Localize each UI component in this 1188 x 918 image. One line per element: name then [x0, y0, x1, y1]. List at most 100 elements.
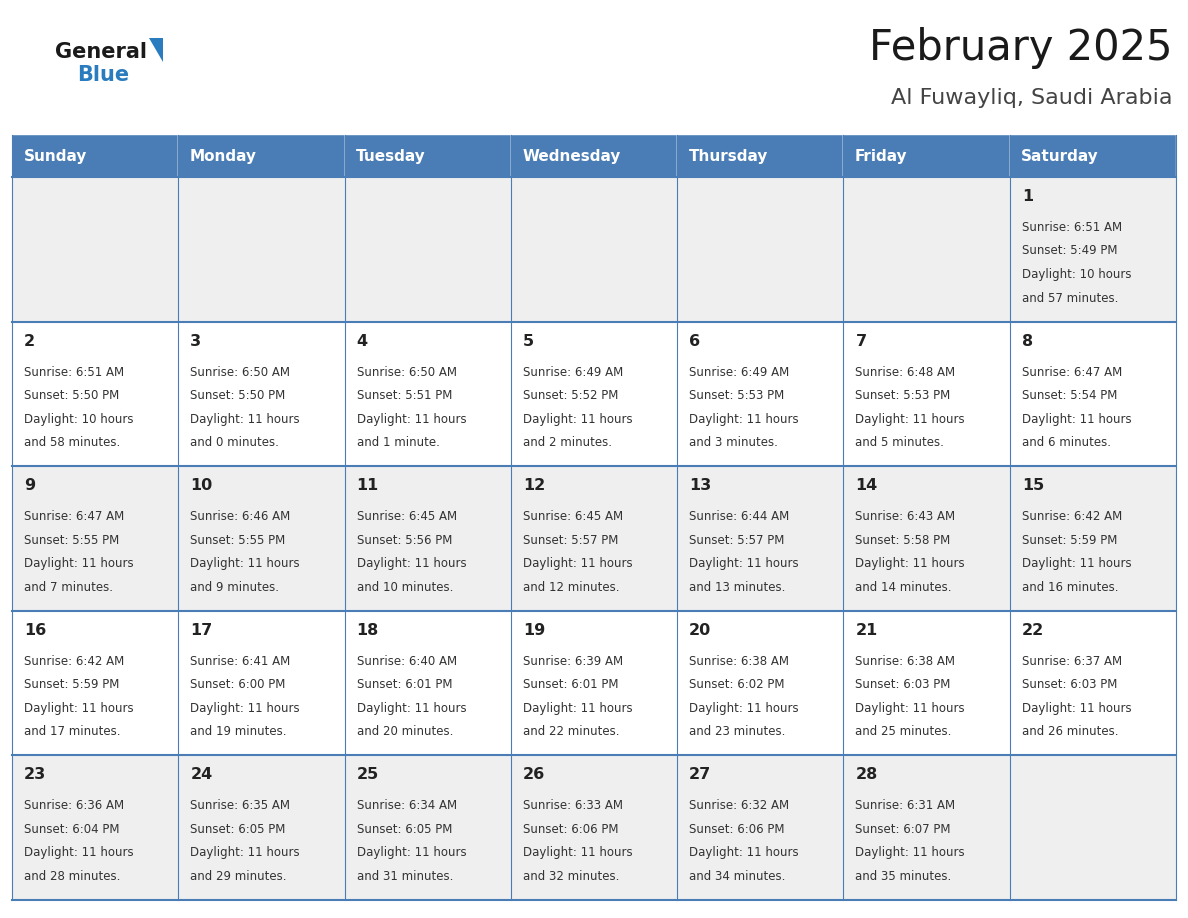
Text: Daylight: 11 hours: Daylight: 11 hours [24, 846, 133, 859]
Text: and 31 minutes.: and 31 minutes. [356, 870, 453, 883]
Text: and 14 minutes.: and 14 minutes. [855, 581, 952, 594]
Text: Daylight: 11 hours: Daylight: 11 hours [523, 846, 632, 859]
Text: Sunset: 5:50 PM: Sunset: 5:50 PM [190, 389, 285, 402]
Text: Daylight: 11 hours: Daylight: 11 hours [1022, 557, 1131, 570]
Text: Sunrise: 6:34 AM: Sunrise: 6:34 AM [356, 800, 456, 812]
Text: and 58 minutes.: and 58 minutes. [24, 436, 120, 449]
Text: Sunset: 6:04 PM: Sunset: 6:04 PM [24, 823, 120, 836]
Text: Sunrise: 6:36 AM: Sunrise: 6:36 AM [24, 800, 124, 812]
Text: Daylight: 10 hours: Daylight: 10 hours [24, 412, 133, 426]
Text: Sunset: 5:56 PM: Sunset: 5:56 PM [356, 533, 451, 547]
Text: Daylight: 11 hours: Daylight: 11 hours [855, 557, 965, 570]
Text: Friday: Friday [855, 149, 908, 163]
Text: and 28 minutes.: and 28 minutes. [24, 870, 120, 883]
Text: Daylight: 10 hours: Daylight: 10 hours [1022, 268, 1131, 281]
Bar [178, 135, 345, 177]
Text: Sunset: 6:03 PM: Sunset: 6:03 PM [855, 678, 950, 691]
Text: Sunrise: 6:35 AM: Sunrise: 6:35 AM [190, 800, 290, 812]
Text: Sunset: 6:02 PM: Sunset: 6:02 PM [689, 678, 784, 691]
Text: and 2 minutes.: and 2 minutes. [523, 436, 612, 449]
Bar [511, 135, 677, 177]
Text: Sunset: 5:53 PM: Sunset: 5:53 PM [689, 389, 784, 402]
Text: Sunset: 5:49 PM: Sunset: 5:49 PM [1022, 244, 1117, 258]
Text: 13: 13 [689, 478, 712, 493]
Text: Sunrise: 6:50 AM: Sunrise: 6:50 AM [356, 365, 456, 378]
Text: Sunset: 6:05 PM: Sunset: 6:05 PM [356, 823, 451, 836]
Text: and 23 minutes.: and 23 minutes. [689, 725, 785, 738]
Text: 3: 3 [190, 333, 202, 349]
Text: and 3 minutes.: and 3 minutes. [689, 436, 778, 449]
Text: Daylight: 11 hours: Daylight: 11 hours [356, 412, 466, 426]
Text: Sunrise: 6:44 AM: Sunrise: 6:44 AM [689, 510, 789, 523]
Text: Sunrise: 6:42 AM: Sunrise: 6:42 AM [24, 655, 125, 667]
Text: 17: 17 [190, 622, 213, 638]
Text: Sunset: 6:07 PM: Sunset: 6:07 PM [855, 823, 950, 836]
Text: Sunrise: 6:32 AM: Sunrise: 6:32 AM [689, 800, 789, 812]
Text: and 1 minute.: and 1 minute. [356, 436, 440, 449]
Text: Sunrise: 6:51 AM: Sunrise: 6:51 AM [24, 365, 124, 378]
Text: 1: 1 [1022, 189, 1032, 204]
Text: Daylight: 11 hours: Daylight: 11 hours [689, 412, 798, 426]
Text: Sunrise: 6:45 AM: Sunrise: 6:45 AM [523, 510, 623, 523]
Text: Sunrise: 6:45 AM: Sunrise: 6:45 AM [356, 510, 456, 523]
Text: Sunset: 5:58 PM: Sunset: 5:58 PM [855, 533, 950, 547]
Text: 6: 6 [689, 333, 700, 349]
Text: Daylight: 11 hours: Daylight: 11 hours [523, 557, 632, 570]
Text: and 32 minutes.: and 32 minutes. [523, 870, 619, 883]
Text: February 2025: February 2025 [870, 27, 1173, 69]
Bar [345, 135, 511, 177]
Text: and 7 minutes.: and 7 minutes. [24, 581, 113, 594]
Text: Monday: Monday [190, 149, 257, 163]
Text: Daylight: 11 hours: Daylight: 11 hours [855, 846, 965, 859]
Text: and 29 minutes.: and 29 minutes. [190, 870, 286, 883]
Text: Al Fuwayliq, Saudi Arabia: Al Fuwayliq, Saudi Arabia [891, 88, 1173, 108]
Text: Daylight: 11 hours: Daylight: 11 hours [190, 846, 299, 859]
Text: Sunset: 6:03 PM: Sunset: 6:03 PM [1022, 678, 1117, 691]
Text: Sunrise: 6:38 AM: Sunrise: 6:38 AM [689, 655, 789, 667]
Text: 16: 16 [24, 622, 46, 638]
Text: Daylight: 11 hours: Daylight: 11 hours [356, 701, 466, 715]
Text: Sunrise: 6:38 AM: Sunrise: 6:38 AM [855, 655, 955, 667]
Text: and 35 minutes.: and 35 minutes. [855, 870, 952, 883]
Text: 21: 21 [855, 622, 878, 638]
Text: 2: 2 [24, 333, 36, 349]
Text: Sunset: 6:01 PM: Sunset: 6:01 PM [356, 678, 453, 691]
Bar [12, 321, 1176, 466]
Text: 24: 24 [190, 767, 213, 782]
Text: 28: 28 [855, 767, 878, 782]
Text: Sunrise: 6:33 AM: Sunrise: 6:33 AM [523, 800, 623, 812]
Text: Saturday: Saturday [1022, 149, 1099, 163]
Text: Daylight: 11 hours: Daylight: 11 hours [523, 412, 632, 426]
Text: 18: 18 [356, 622, 379, 638]
Text: Sunrise: 6:43 AM: Sunrise: 6:43 AM [855, 510, 955, 523]
Text: Sunset: 5:59 PM: Sunset: 5:59 PM [24, 678, 119, 691]
Text: and 5 minutes.: and 5 minutes. [855, 436, 944, 449]
Text: 5: 5 [523, 333, 533, 349]
Text: Sunrise: 6:37 AM: Sunrise: 6:37 AM [1022, 655, 1121, 667]
Text: Sunset: 5:50 PM: Sunset: 5:50 PM [24, 389, 119, 402]
Text: and 12 minutes.: and 12 minutes. [523, 581, 619, 594]
Text: Sunrise: 6:48 AM: Sunrise: 6:48 AM [855, 365, 955, 378]
Text: 25: 25 [356, 767, 379, 782]
Text: and 25 minutes.: and 25 minutes. [855, 725, 952, 738]
Bar [12, 135, 178, 177]
Text: and 34 minutes.: and 34 minutes. [689, 870, 785, 883]
Text: Daylight: 11 hours: Daylight: 11 hours [24, 701, 133, 715]
Text: and 17 minutes.: and 17 minutes. [24, 725, 120, 738]
Bar [1010, 135, 1176, 177]
Text: Sunset: 5:55 PM: Sunset: 5:55 PM [190, 533, 285, 547]
Bar [12, 610, 1176, 756]
Text: Daylight: 11 hours: Daylight: 11 hours [689, 557, 798, 570]
Text: and 16 minutes.: and 16 minutes. [1022, 581, 1118, 594]
Polygon shape [148, 38, 163, 62]
Text: Thursday: Thursday [689, 149, 769, 163]
Text: Sunrise: 6:50 AM: Sunrise: 6:50 AM [190, 365, 290, 378]
Text: Sunrise: 6:39 AM: Sunrise: 6:39 AM [523, 655, 623, 667]
Text: and 0 minutes.: and 0 minutes. [190, 436, 279, 449]
Text: Sunday: Sunday [24, 149, 87, 163]
Text: Sunrise: 6:46 AM: Sunrise: 6:46 AM [190, 510, 291, 523]
Text: 26: 26 [523, 767, 545, 782]
Text: Sunrise: 6:51 AM: Sunrise: 6:51 AM [1022, 221, 1121, 234]
Text: Daylight: 11 hours: Daylight: 11 hours [855, 412, 965, 426]
Text: Sunrise: 6:47 AM: Sunrise: 6:47 AM [24, 510, 125, 523]
